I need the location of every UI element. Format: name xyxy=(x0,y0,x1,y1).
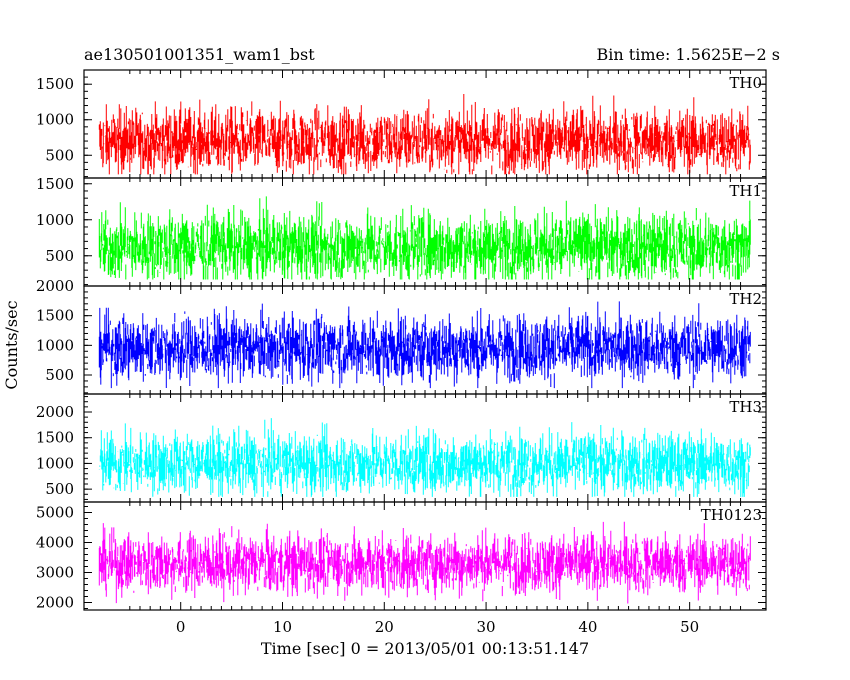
y-tick-label: 500 xyxy=(45,366,74,384)
y-tick-label: 1500 xyxy=(36,307,74,325)
series-th0 xyxy=(98,94,751,175)
series-th1 xyxy=(98,196,751,280)
y-tick-label: 1500 xyxy=(36,429,74,447)
y-tick-label: 500 xyxy=(45,146,74,164)
y-tick-label: 5000 xyxy=(36,504,74,522)
y-tick-label: 2000 xyxy=(36,403,74,421)
y-tick-label: 2000 xyxy=(36,594,74,612)
y-tick-label: 1500 xyxy=(36,175,74,193)
y-tick-label: 1000 xyxy=(36,336,74,354)
y-tick-label: 500 xyxy=(45,247,74,265)
y-tick-label: 1000 xyxy=(36,454,74,472)
y-tick-label: 1000 xyxy=(36,211,74,229)
y-tick-label: 2000 xyxy=(36,277,74,295)
series-th3 xyxy=(98,418,751,497)
panel-label-th3: TH3 xyxy=(729,398,762,416)
x-tick-label: 40 xyxy=(578,618,597,636)
x-tick-label: 20 xyxy=(375,618,394,636)
panel-label-th0123: TH0123 xyxy=(701,506,762,524)
series-th2 xyxy=(98,301,751,389)
series-th0123 xyxy=(98,521,751,604)
x-tick-label: 0 xyxy=(176,618,186,636)
panel-label-th2: TH2 xyxy=(729,290,762,308)
y-tick-label: 500 xyxy=(45,480,74,498)
y-tick-label: 3000 xyxy=(36,564,74,582)
x-tick-label: 10 xyxy=(273,618,292,636)
panel-label-th1: TH1 xyxy=(729,182,762,200)
y-tick-label: 1500 xyxy=(36,75,74,93)
panel-label-th0: TH0 xyxy=(729,74,762,92)
chart-title-right: Bin time: 1.5625E−2 s xyxy=(597,45,780,64)
y-tick-label: 4000 xyxy=(36,534,74,552)
x-axis-label: Time [sec] 0 = 2013/05/01 00:13:51.147 xyxy=(261,639,589,658)
chart-title-left: ae130501001351_wam1_bst xyxy=(84,45,315,64)
y-tick-label: 1000 xyxy=(36,111,74,129)
x-tick-label: 30 xyxy=(477,618,496,636)
y-axis-label: Counts/sec xyxy=(2,300,21,389)
x-tick-label: 50 xyxy=(680,618,699,636)
